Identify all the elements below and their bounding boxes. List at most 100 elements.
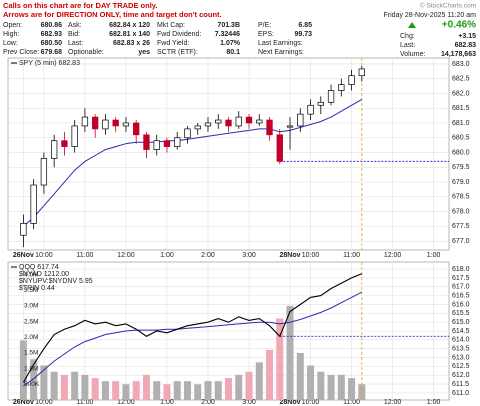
y-tick-label: 612.0 [452, 372, 470, 379]
y-tick-label: 616.5 [452, 292, 470, 299]
volume-bar [163, 384, 171, 400]
field-value: 6.85 [298, 22, 312, 29]
y-tick-label: 681.5 [452, 105, 470, 112]
x-tick-label: 26Nov [13, 399, 34, 406]
field-label: EPS: [258, 31, 274, 38]
field-label: Fwd Dividend: [157, 31, 201, 38]
volume-bar [204, 381, 212, 400]
volume-bar [19, 340, 27, 400]
candle-body [358, 68, 365, 77]
volume-bar [112, 381, 120, 400]
y-tick-label: 617.5 [452, 275, 470, 282]
y-tick-label: 614.5 [452, 328, 470, 335]
y-tick-label: 611.5 [452, 381, 469, 388]
y-tick-label: 679.5 [452, 164, 470, 171]
volume-tick-label: 500K [24, 381, 40, 388]
x-tick-label: 1:00 [160, 399, 174, 406]
legend-entry: $NYUPV:$NYDNV 5.95 [19, 278, 93, 285]
volume-bar [307, 365, 315, 400]
y-tick-label: 682.5 [452, 76, 470, 83]
volume-bar [60, 374, 68, 400]
field-value: 7.32446 [215, 31, 240, 38]
x-tick-label: 10:00 [302, 252, 320, 259]
x-tick-label: 11:00 [76, 399, 93, 406]
candle-body [30, 184, 37, 224]
volume-bar [317, 371, 325, 400]
x-tick-label: 3:00 [242, 399, 256, 406]
candle-body [51, 140, 58, 159]
volume-bar [194, 384, 202, 400]
field-label: P/E: [258, 22, 271, 29]
volume-bar [153, 381, 161, 400]
x-tick-label: 10:00 [302, 399, 320, 406]
price-line [22, 273, 363, 383]
candle-body [92, 116, 99, 130]
volume-bar [348, 378, 356, 400]
top-frame [7, 57, 450, 251]
legend-entry: $TRIN 0.44 [19, 285, 55, 292]
candle-body [225, 119, 232, 127]
y-tick-label: 618.0 [452, 266, 470, 273]
candle-body [71, 125, 78, 147]
notice: Arrows are for DIRECTION ONLY, time and … [3, 10, 222, 19]
y-tick-label: 677.5 [452, 223, 470, 230]
candle-body [317, 101, 324, 106]
field-label: SCTR (ETF): [157, 49, 198, 56]
field-label: Last Earnings: [258, 40, 303, 47]
y-tick-label: 679.0 [452, 179, 470, 186]
y-tick-label: 680.5 [452, 135, 470, 142]
field-label: Bid: [68, 31, 80, 38]
field-value: 682.93 [41, 31, 63, 38]
panel: 677.0 677.5 678.0 678.5 679.0 679.5 680.0 680.5… [8, 58, 470, 259]
volume-bar [337, 374, 345, 400]
candle-body [20, 223, 27, 236]
candle-body [153, 140, 160, 150]
candle-body [266, 119, 273, 136]
volume-bar [132, 381, 140, 400]
volume-bar [255, 362, 263, 400]
field-value: 80.1 [226, 49, 240, 56]
volume-bar [81, 374, 89, 400]
moving-average [23, 98, 363, 227]
field-label: Prev Close: [3, 49, 39, 56]
candle-body [307, 104, 314, 115]
field-value: 682.84 x 120 [109, 22, 150, 29]
volume-bar [183, 381, 191, 400]
stat-label: Volume: [400, 51, 425, 58]
y-tick-label: 682.0 [452, 90, 470, 97]
candle-body [327, 90, 335, 103]
y-tick-label: 677.0 [452, 238, 470, 245]
field-value: 682.81 x 140 [109, 31, 150, 38]
volume-tick-label: 4.0M [24, 271, 38, 278]
candle-body [276, 134, 283, 162]
stat-value: 682.83 [455, 42, 477, 49]
x-tick-label: 2:00 [201, 399, 215, 406]
legend-entry: $NYAD 1212.00 [19, 271, 69, 278]
volume-tick-label: 2.5M [24, 318, 38, 325]
watermark: © StockCharts.com [420, 2, 476, 10]
volume-bar [101, 381, 109, 400]
y-tick-label: 615.0 [452, 319, 470, 326]
x-tick-label: 10:00 [35, 252, 53, 259]
candle-body [338, 84, 345, 91]
field-value: 1.07% [220, 40, 241, 47]
field-value: 701.3B [217, 22, 240, 29]
field-value: 679.68 [41, 49, 63, 56]
moving-average [23, 291, 363, 387]
candle-body [245, 116, 253, 124]
stat-label: Last: [400, 42, 415, 49]
candle-body [122, 122, 130, 127]
y-tick-label: 678.5 [452, 194, 470, 201]
x-tick-label: 12:00 [117, 252, 135, 259]
field-value: 680.50 [41, 40, 63, 47]
field-value: 680.86 [41, 22, 63, 29]
volume-bar [225, 378, 232, 400]
stat-value: +3.15 [458, 33, 476, 40]
stat-label: Chg: [400, 33, 415, 40]
candle-body [256, 119, 263, 124]
change-pct: +0.46% [442, 20, 476, 31]
y-tick-label: 683.0 [452, 61, 470, 68]
x-tick-label: 1:00 [427, 399, 441, 406]
